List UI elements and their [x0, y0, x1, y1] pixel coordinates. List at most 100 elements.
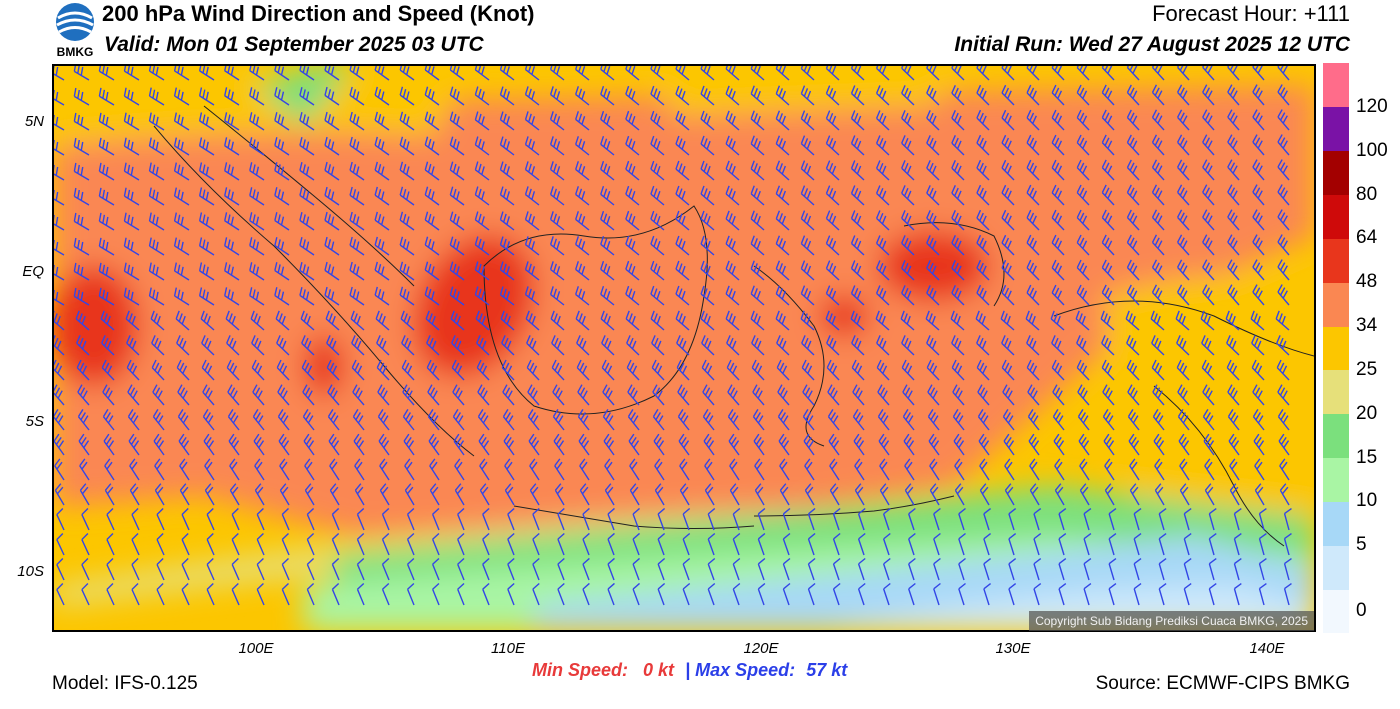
wind-barb [750, 285, 765, 306]
wind-barb [1202, 384, 1215, 406]
wind-barb [777, 384, 790, 406]
wind-barb [1208, 533, 1217, 556]
wind-barb [908, 532, 916, 556]
wind-barb [1001, 184, 1015, 206]
wind-barb [451, 335, 465, 356]
wind-barb [1177, 159, 1190, 181]
wind-barb [725, 235, 740, 256]
wind-barb [775, 110, 790, 131]
wind-barb [98, 262, 115, 281]
wind-barb [601, 359, 615, 381]
wind-barb [901, 235, 915, 256]
wind-barb [1026, 109, 1040, 131]
wind-barb [825, 260, 840, 281]
wind-barb [753, 433, 765, 456]
wind-barb [1227, 109, 1240, 131]
wind-barb [98, 237, 115, 256]
wind-barb [148, 112, 165, 131]
wind-barb [1277, 234, 1290, 256]
wind-barb [1277, 384, 1290, 406]
wind-barb [976, 284, 990, 306]
wind-barb [524, 161, 540, 181]
wind-barb [249, 287, 265, 306]
wind-barb [1101, 159, 1115, 181]
wind-barb [875, 85, 890, 106]
wind-barb [575, 86, 590, 106]
wind-barb [1258, 558, 1267, 581]
wind-barb [549, 161, 565, 181]
wind-barb [600, 260, 615, 281]
wind-barb [553, 433, 565, 456]
wind-barb [206, 532, 215, 556]
wind-barb [976, 209, 990, 231]
wind-barb [399, 86, 415, 106]
wind-barb [976, 134, 990, 156]
wind-barb [607, 507, 615, 531]
wind-barb [1183, 558, 1192, 581]
wind-barb [1252, 109, 1265, 131]
wind-barb [499, 211, 515, 231]
wind-barb [227, 384, 240, 406]
wind-barb [301, 335, 315, 356]
wind-barb [474, 66, 490, 81]
wind-barb [625, 135, 640, 156]
wind-barb [475, 310, 490, 331]
wind-barb [1250, 310, 1265, 331]
wind-barb [807, 557, 816, 581]
wind-barb [875, 135, 890, 156]
wind-barb [349, 86, 365, 106]
wind-barb [324, 236, 340, 256]
wind-barb [1251, 335, 1265, 356]
wind-barb [850, 185, 865, 206]
wind-barb [54, 335, 65, 356]
wind-barb [1252, 408, 1265, 431]
wind-barb [600, 110, 615, 131]
wind-barb [677, 384, 690, 406]
wind-barb [983, 557, 992, 581]
wind-barb [1002, 384, 1015, 406]
wind-barb [224, 66, 240, 81]
wind-barb [1076, 184, 1090, 206]
wind-barb [224, 287, 240, 306]
wind-barb [1177, 234, 1190, 256]
colorbar-label: 5 [1356, 534, 1367, 556]
wind-barb [577, 408, 590, 431]
wind-barb [825, 185, 840, 206]
wind-barb [807, 532, 816, 556]
wind-barb [478, 433, 490, 456]
wind-barb [1277, 66, 1290, 81]
wind-barb [249, 66, 265, 81]
wind-barb [825, 135, 840, 156]
wind-barb [1026, 184, 1040, 206]
wind-barb [901, 285, 915, 306]
wind-barb [73, 66, 90, 81]
wind-barb [526, 359, 540, 381]
wind-barb [1003, 433, 1015, 456]
wind-barb [1083, 557, 1092, 581]
wind-barb [1283, 583, 1292, 606]
wind-barb [224, 137, 240, 156]
wind-barb [98, 212, 115, 231]
wind-barb [1102, 384, 1115, 406]
wind-barb [98, 287, 115, 306]
wind-barb [326, 359, 340, 381]
wind-barb [628, 433, 640, 456]
wind-barb [582, 582, 590, 606]
wind-barb [507, 582, 515, 606]
wind-barb [374, 211, 390, 231]
wind-barb [73, 212, 90, 231]
wind-barb [98, 66, 115, 81]
wind-barb [374, 236, 390, 256]
wind-barb [324, 86, 340, 106]
wind-barb [54, 310, 65, 331]
wind-barb [1233, 533, 1242, 556]
colorbar-label: 15 [1356, 446, 1378, 468]
wind-barb [1058, 557, 1067, 581]
wind-barb [1227, 184, 1240, 206]
wind-barb [726, 335, 740, 356]
wind-barb [657, 532, 666, 556]
wind-barb [125, 310, 140, 331]
wind-barb [1051, 209, 1065, 231]
wind-barb [54, 187, 65, 206]
wind-barb [1202, 209, 1215, 231]
